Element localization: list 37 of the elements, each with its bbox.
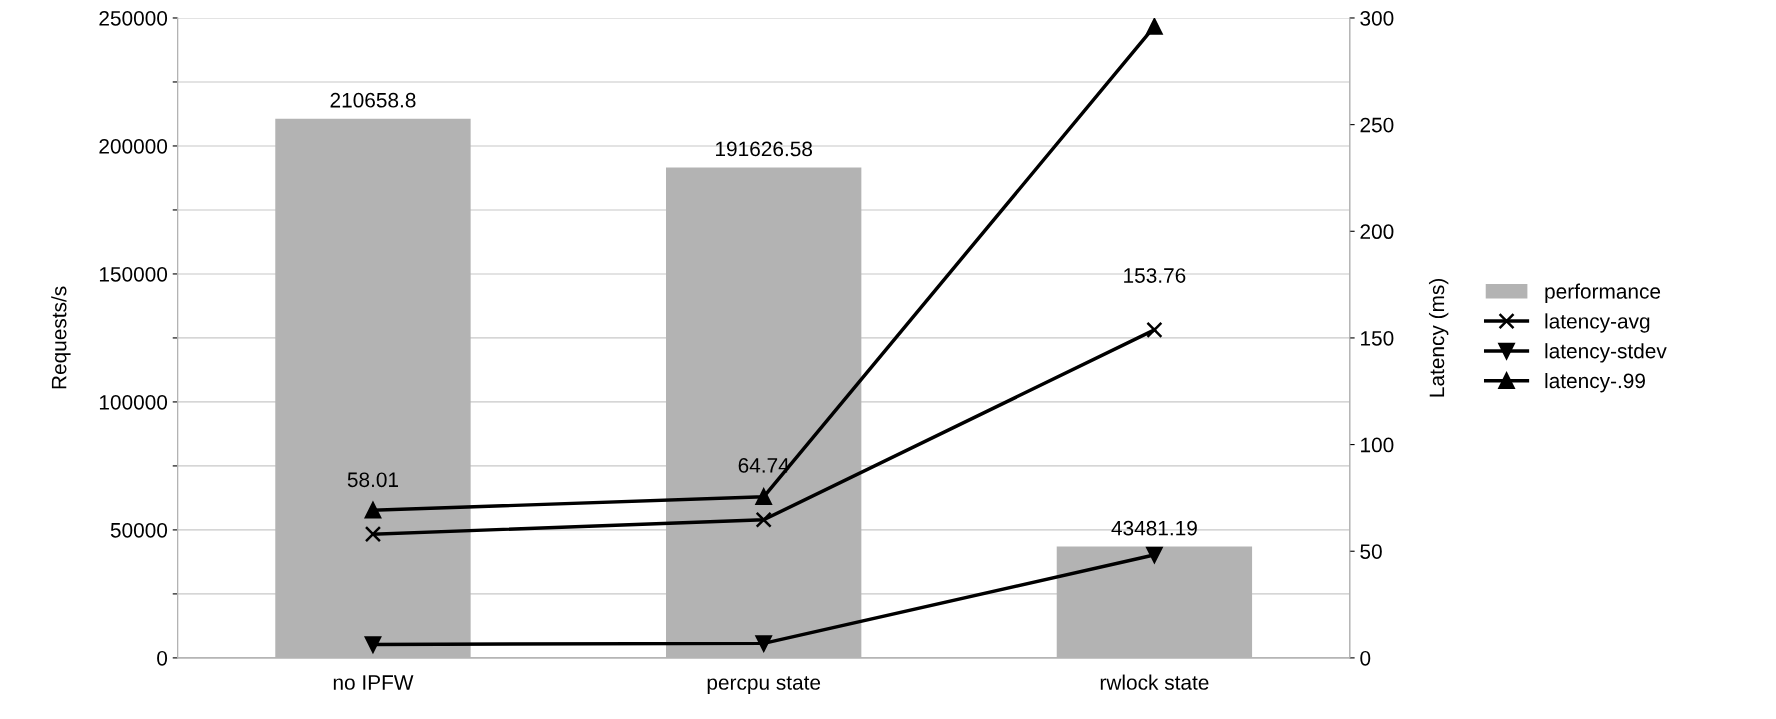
data-label: 64.74 bbox=[738, 458, 790, 473]
y-axis-title: Requests/s bbox=[51, 286, 71, 389]
y2-tick-label: 0 bbox=[1360, 650, 1371, 666]
x-tick-label: percpu state bbox=[707, 676, 821, 694]
point bbox=[364, 502, 382, 519]
data-label: 191626.58 bbox=[716, 141, 813, 157]
legend-label: latency-avg bbox=[1545, 313, 1650, 333]
y2-tick-label: 200 bbox=[1360, 224, 1394, 240]
legend-label: latency-stdev bbox=[1545, 343, 1667, 363]
data-label: 210658.8 bbox=[330, 92, 416, 108]
point bbox=[755, 635, 772, 652]
point bbox=[364, 636, 382, 653]
legend-label: latency-.99 bbox=[1545, 372, 1645, 393]
y2-tick-label: 150 bbox=[1361, 330, 1394, 346]
point bbox=[1146, 321, 1163, 339]
x-tick-label: rwlock state bbox=[1100, 674, 1209, 690]
data-label: 58.01 bbox=[347, 472, 399, 488]
data-label: 43481.19 bbox=[1111, 520, 1197, 536]
y-tick-label: 150000 bbox=[99, 266, 168, 282]
y-tick-label: 50000 bbox=[110, 522, 168, 538]
legend-label: performance bbox=[1545, 283, 1661, 303]
y2-tick-label: 50 bbox=[1360, 544, 1382, 559]
y-tick-label: 250000 bbox=[99, 10, 168, 26]
point bbox=[755, 488, 772, 506]
x-tick-label: no IPFW bbox=[333, 675, 414, 690]
point bbox=[364, 525, 382, 543]
y2-tick-label: 100 bbox=[1361, 437, 1394, 453]
point bbox=[1146, 18, 1163, 35]
y-tick-label: 200000 bbox=[99, 138, 168, 154]
y2-axis-title: Latency (ms) bbox=[1428, 279, 1449, 397]
y2-tick-label: 250 bbox=[1360, 117, 1394, 133]
y-tick-label: 0 bbox=[157, 650, 168, 666]
point bbox=[755, 511, 772, 528]
y2-tick-label: 300 bbox=[1360, 10, 1394, 26]
y-tick-label: 100000 bbox=[99, 394, 168, 410]
point bbox=[1146, 546, 1163, 564]
data-label: 153.76 bbox=[1124, 268, 1186, 283]
